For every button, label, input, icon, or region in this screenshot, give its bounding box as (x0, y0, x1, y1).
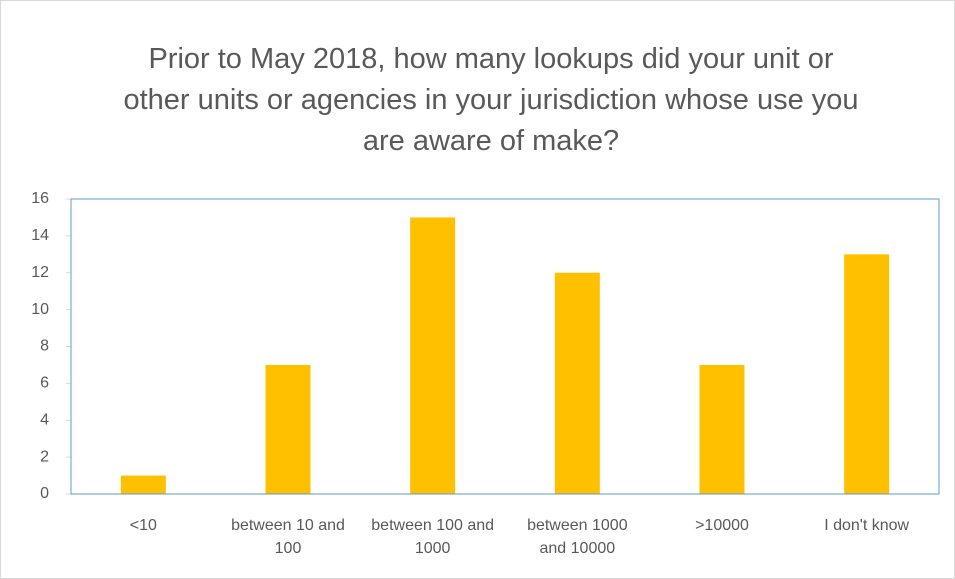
bar (410, 217, 456, 494)
y-tick-label: 4 (40, 411, 49, 428)
x-tick-label: <10 (129, 517, 157, 534)
y-tick-label: 14 (31, 227, 49, 244)
y-tick-label: 12 (31, 264, 49, 281)
x-tick-label: between 1000 and 10000 (527, 517, 628, 557)
y-tick-label: 10 (31, 301, 49, 318)
y-tick-label: 8 (40, 338, 49, 355)
bar (699, 364, 745, 494)
x-tick-label: between 100 and 1000 (371, 517, 495, 557)
y-tick-label: 6 (40, 375, 49, 392)
y-tick-label: 2 (40, 448, 49, 465)
bar (120, 475, 166, 494)
plot-border (70, 198, 940, 495)
x-tick-label: between 10 and 100 (231, 517, 345, 557)
bar (265, 364, 311, 494)
y-tick-label: 16 (31, 190, 49, 207)
y-tick-label: 0 (40, 485, 49, 502)
x-tick-label: >10000 (695, 517, 749, 534)
bar (554, 272, 600, 494)
bar (844, 254, 890, 494)
x-tick-label: I don't know (824, 517, 910, 534)
chart-title: Prior to May 2018, how many lookups did … (123, 43, 859, 157)
